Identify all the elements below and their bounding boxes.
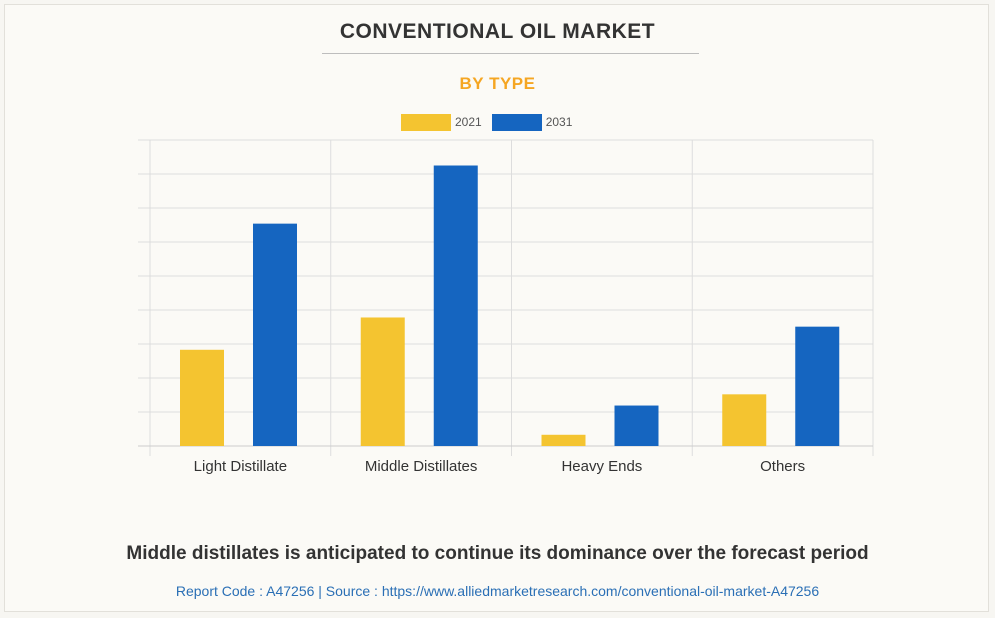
legend: 2021 2031 <box>401 113 582 131</box>
x-tick-label: Light Distillate <box>194 458 287 475</box>
x-tick-label: Middle Distillates <box>365 458 478 475</box>
legend-swatch-2021 <box>401 113 451 131</box>
bar-2031-heavy-ends <box>614 405 659 446</box>
x-tick-label: Heavy Ends <box>561 458 642 475</box>
bar-2031-middle-distillates <box>433 165 478 446</box>
chart-card <box>4 4 989 612</box>
legend-label-2031: 2031 <box>545 115 573 129</box>
legend-swatch-2031 <box>491 113 542 131</box>
bar-2021-heavy-ends <box>541 434 586 446</box>
title-underline <box>322 53 699 54</box>
chart-title: CONVENTIONAL OIL MARKET <box>339 20 656 43</box>
bar-2021-middle-distillates <box>360 317 405 446</box>
bar-2031-light-distillate <box>253 223 297 446</box>
source-line[interactable]: Report Code : A47256 | Source : https://… <box>175 583 820 599</box>
chart-caption: Middle distillates is anticipated to con… <box>126 543 869 564</box>
bar-2021-light-distillate <box>180 349 224 446</box>
x-tick-label: Others <box>760 458 805 475</box>
legend-label-2021: 2021 <box>455 115 482 129</box>
bar-2021-others <box>722 394 767 446</box>
chart-subtitle: BY TYPE <box>459 74 536 93</box>
bar-2031-others <box>795 326 840 446</box>
